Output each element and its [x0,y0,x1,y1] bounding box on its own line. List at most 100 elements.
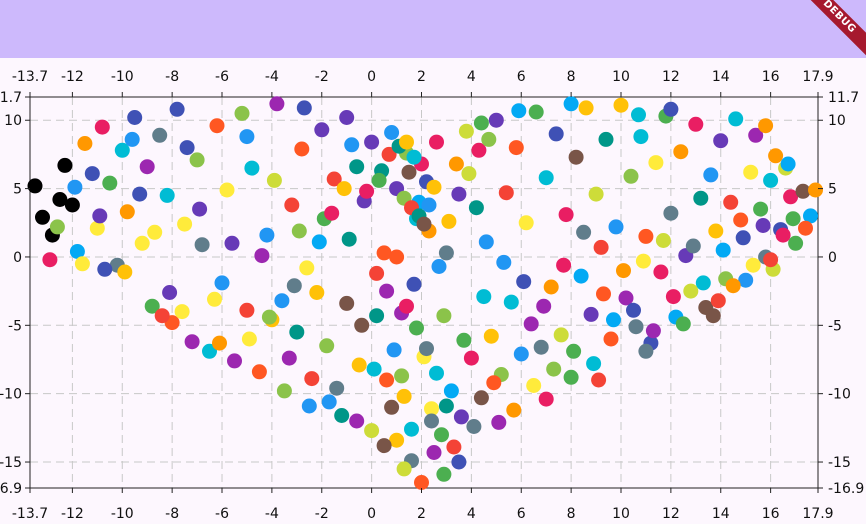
scatter-point [144,298,160,314]
scatter-point [780,156,796,172]
scatter-point [443,383,459,399]
scatter-point [261,309,277,325]
scatter-point [74,256,90,272]
scatter-point [404,421,419,437]
scatter-point [618,290,634,306]
scatter-point [588,186,604,202]
scatter-point [788,235,804,251]
scatter-point [364,134,380,150]
scatter-point [536,298,552,314]
scatter-point [448,156,464,172]
scatter-point [783,189,799,205]
scatter-point [578,100,594,116]
scatter-point [119,204,135,220]
bottom-x-axis-ticks: -13.7 -12 -10 -8 -6 -4 -2 0 2 4 6 8 10 12 14 16 17.9 [12,488,834,522]
scatter-point [67,179,83,195]
y-tick-label: 0 [828,250,837,266]
scatter-point [132,186,148,202]
y-tick-label: -10 [0,387,22,403]
scatter-point [139,159,155,175]
scatter-point [294,141,310,157]
scatter-point [244,160,260,176]
scatter-point [351,357,367,373]
scatter-point [606,312,621,328]
scatter-point [436,466,452,482]
scatter-point [558,207,574,223]
scatter-point [379,372,395,388]
scatter-point [653,264,669,280]
scatter-point [538,391,554,407]
scatter-point [35,209,50,225]
scatter-point [429,134,444,150]
scatter-point [366,361,382,377]
scatter-point [728,111,744,127]
scatter-point [645,323,661,339]
scatter-point [518,215,534,231]
scatter-point [733,212,749,228]
scatter-point [289,324,305,340]
data-points [27,96,823,490]
scatter-point [803,208,818,224]
scatter-point [64,197,80,213]
scatter-point [755,218,771,233]
scatter-point [384,125,400,140]
scatter-point [409,320,424,336]
x-tick-label: 8 [567,506,576,520]
scatter-point [291,223,307,239]
scatter-point [523,316,539,332]
right-y-axis-ticks: 11.7 10 5 0 -5 -10 -15 -16.9 [818,90,864,497]
scatter-point [473,115,489,131]
scatter-point [159,187,175,203]
scatter-point [498,185,514,201]
scatter-point [152,127,168,143]
scatter-point [202,343,217,359]
scatter-point [424,401,439,417]
plot-border [29,96,819,489]
scatter-point [576,224,592,240]
scatter-point [735,230,751,246]
scatter-point [748,127,764,143]
x-tick-label: -10 [111,506,134,520]
scatter-point [154,308,170,324]
scatter-point [94,119,110,135]
scatter-point [162,285,178,300]
scatter-point [631,107,646,123]
scatter-point [419,341,434,357]
scatter-point [725,278,741,294]
scatter-point [763,172,779,188]
scatter-point [77,136,93,151]
scatter-point [426,445,442,460]
scatter-point [723,194,739,210]
x-tick-label: 2 [417,69,426,85]
scatter-point [633,129,649,145]
scatter-point [416,216,432,232]
scatter-point [117,264,133,280]
x-tick-label: -4 [265,69,279,85]
x-tick-label: 0 [367,69,376,85]
y-tick-label: -5 [8,318,22,334]
scatter-point [675,316,691,332]
scatter-point [389,249,405,265]
scatter-point [481,131,497,147]
scatter-point [556,257,572,273]
scatter-point [234,105,250,121]
scatter-point [241,331,257,347]
scatter-point [284,197,300,213]
scatter-point [434,427,449,443]
scatter-point [566,343,582,359]
y-tick-label: 5 [13,182,22,198]
scatter-point [438,245,454,261]
x-tick-label: -13.7 [12,506,48,520]
scatter-point [538,170,554,186]
scatter-point [414,475,429,490]
scatter-point [319,338,335,354]
x-tick-label: -6 [215,506,229,520]
scatter-point [371,172,387,188]
scatter-point [227,353,242,369]
scatter-point [344,137,360,153]
grid-lines [30,97,818,488]
scatter-point [478,234,494,250]
scatter-point [488,112,504,128]
scatter-point [406,276,422,292]
scatter-point [688,116,704,132]
